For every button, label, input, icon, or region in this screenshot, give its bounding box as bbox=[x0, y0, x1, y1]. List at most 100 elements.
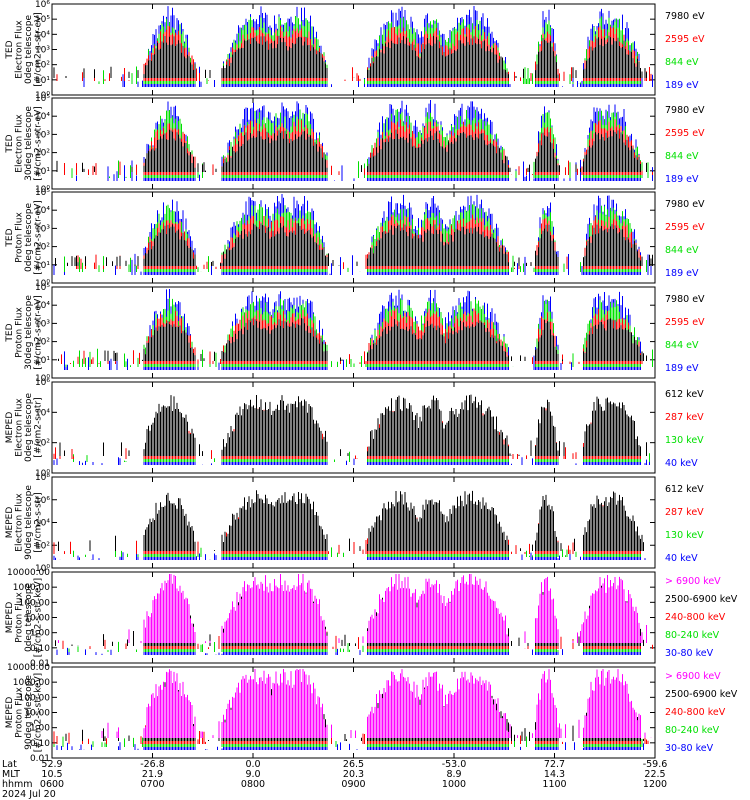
y-tick-label: 100.00 bbox=[19, 693, 51, 703]
panel-ylabel: TEDProton Flux0deg telescope[#/cm2-s-str… bbox=[5, 200, 44, 275]
y-tick-label: 10⁶ bbox=[35, 496, 50, 506]
legend-entry: 189 eV bbox=[665, 363, 699, 374]
panel-7: MEPEDProton Flux0deg telescope[#/cm2-s-s… bbox=[5, 568, 738, 669]
footer-mlt-value: 21.9 bbox=[142, 769, 163, 780]
legend-entry: > 6900 keV bbox=[665, 576, 721, 587]
legend-entry: 2595 eV bbox=[665, 222, 705, 233]
footer-lat-value: -53.0 bbox=[442, 759, 467, 770]
footer-hhmm-value: 0900 bbox=[341, 779, 365, 790]
footer-mlt-value: 22.5 bbox=[644, 769, 665, 780]
legend-entry: 189 eV bbox=[665, 174, 699, 185]
footer-lat-value: 52.9 bbox=[41, 759, 62, 770]
y-tick-label: 10⁴ bbox=[35, 301, 50, 311]
series--6900-kev bbox=[101, 669, 652, 738]
y-tick-label: 10⁵ bbox=[35, 15, 50, 25]
y-tick-label: 10¹ bbox=[35, 261, 50, 271]
legend-entry: > 6900 keV bbox=[665, 671, 721, 682]
series-612-kev bbox=[58, 490, 644, 551]
y-tick-label: 10⁶ bbox=[35, 0, 50, 10]
legend-entry: 80-240 keV bbox=[665, 725, 720, 736]
y-tick-label: 1.00 bbox=[30, 724, 50, 734]
panel-ylabel: MEPEDElectron Flux90deg telescope[#/cm2-… bbox=[5, 485, 44, 560]
panel-ylabel: TEDElectron Flux30deg telescope[#/cm2-s-… bbox=[5, 106, 44, 181]
footer-mlt-value: 20.3 bbox=[343, 769, 364, 780]
series-7980-ev bbox=[55, 223, 653, 266]
panel-ylabel: TEDProton Flux30deg telescope[#/cm2-s-st… bbox=[5, 295, 44, 370]
y-tick-label: 10⁰ bbox=[35, 185, 50, 195]
y-tick-label: 10⁴ bbox=[35, 112, 50, 122]
footer-row-label: 2024 Jul 20 bbox=[2, 789, 56, 800]
footer-hhmm-value: 0700 bbox=[140, 779, 164, 790]
footer-hhmm-value: 1000 bbox=[442, 779, 466, 790]
y-tick-label: 10¹ bbox=[35, 356, 50, 366]
footer-hhmm-value: 0600 bbox=[40, 779, 64, 790]
y-tick-label: 10² bbox=[35, 541, 50, 551]
series-7980-ev bbox=[56, 129, 653, 172]
y-tick-label: 1000.00 bbox=[13, 678, 50, 688]
panel-ylabel: MEPEDProton Flux0deg telescope[#/cm2-s-s… bbox=[5, 578, 44, 657]
legend-entry: 7980 eV bbox=[665, 11, 705, 22]
panel-ylabel: MEPEDElectron Flux0deg telescope[#/cm2-s… bbox=[5, 393, 44, 463]
legend-entry: 612 keV bbox=[665, 389, 704, 400]
y-tick-label: 10⁴ bbox=[35, 519, 50, 529]
legend-entry: 7980 eV bbox=[665, 105, 705, 116]
footer-lat-value: -26.8 bbox=[140, 759, 165, 770]
y-tick-label: 10³ bbox=[35, 46, 50, 56]
y-tick-label: 10⁴ bbox=[35, 408, 50, 418]
y-tick-label: 10.00 bbox=[24, 614, 50, 624]
legend-entry: 2595 eV bbox=[665, 317, 705, 328]
legend-entry: 612 keV bbox=[665, 484, 704, 495]
y-tick-label: 10² bbox=[35, 61, 50, 71]
footer-hhmm-value: 1200 bbox=[643, 779, 667, 790]
legend-entry: 189 eV bbox=[665, 268, 699, 279]
y-tick-label: 10⁵ bbox=[35, 283, 50, 293]
legend-entry: 130 keV bbox=[665, 530, 704, 541]
y-tick-label: 10000.00 bbox=[7, 568, 50, 578]
panel-ylabel: TEDElectron Flux0deg telescope[#/cm2-s-s… bbox=[5, 12, 44, 87]
y-tick-label: 10⁰ bbox=[35, 374, 50, 384]
footer-row-label: hhmm bbox=[2, 779, 33, 790]
y-tick-label: 10² bbox=[35, 439, 50, 449]
series-7980-ev bbox=[53, 35, 647, 78]
series--6900-kev bbox=[58, 574, 647, 643]
legend-entry: 30-80 keV bbox=[665, 743, 714, 754]
y-tick-label: 10⁰ bbox=[35, 279, 50, 289]
panel-4: TEDProton Flux30deg telescope[#/cm2-s-st… bbox=[5, 283, 705, 384]
footer-lat-value: 72.7 bbox=[544, 759, 565, 770]
legend-entry: 844 eV bbox=[665, 57, 699, 68]
y-tick-label: 10⁸ bbox=[35, 473, 50, 483]
legend-entry: 240-800 keV bbox=[665, 612, 726, 623]
y-tick-label: 10⁵ bbox=[35, 188, 50, 198]
legend-entry: 287 keV bbox=[665, 412, 704, 423]
y-tick-label: 1.00 bbox=[30, 629, 50, 639]
legend-entry: 189 eV bbox=[665, 80, 699, 91]
footer-row-label: MLT bbox=[2, 769, 20, 780]
y-tick-label: 10⁰ bbox=[35, 469, 50, 479]
panel-ylabel: MEPEDProton Flux90deg telescope[#/cm2-s-… bbox=[5, 673, 44, 752]
y-tick-label: 10² bbox=[35, 338, 50, 348]
series-7980-ev bbox=[58, 318, 647, 361]
legend-entry: 130 keV bbox=[665, 435, 704, 446]
panel-5: MEPEDElectron Flux0deg telescope[#/cm2-s… bbox=[5, 378, 704, 479]
footer-hhmm-value: 0800 bbox=[241, 779, 265, 790]
y-tick-label: 10⁰ bbox=[35, 91, 50, 101]
footer-lat-value: 26.5 bbox=[343, 759, 364, 770]
y-tick-label: 10⁴ bbox=[35, 30, 50, 40]
footer-row-label: Lat bbox=[2, 759, 17, 770]
y-tick-label: 10³ bbox=[35, 130, 50, 140]
footer-mlt-value: 8.9 bbox=[446, 769, 461, 780]
legend-entry: 844 eV bbox=[665, 151, 699, 162]
legend-entry: 2595 eV bbox=[665, 128, 705, 139]
legend-entry: 2500-6900 keV bbox=[665, 689, 738, 700]
panel-1: TEDElectron Flux0deg telescope[#/cm2-s-s… bbox=[5, 0, 705, 101]
y-tick-label: 0.01 bbox=[30, 659, 50, 669]
footer-hhmm-value: 1100 bbox=[542, 779, 566, 790]
legend-entry: 7980 eV bbox=[665, 294, 705, 305]
footer-lat-value: 0.0 bbox=[245, 759, 260, 770]
footer-lat-value: -59.6 bbox=[643, 759, 668, 770]
y-tick-label: 10.00 bbox=[24, 709, 50, 719]
y-tick-label: 10⁴ bbox=[35, 206, 50, 216]
y-tick-label: 10² bbox=[35, 149, 50, 159]
panel-8: MEPEDProton Flux90deg telescope[#/cm2-s-… bbox=[5, 663, 738, 764]
panel-3: TEDProton Flux0deg telescope[#/cm2-s-str… bbox=[5, 188, 705, 289]
